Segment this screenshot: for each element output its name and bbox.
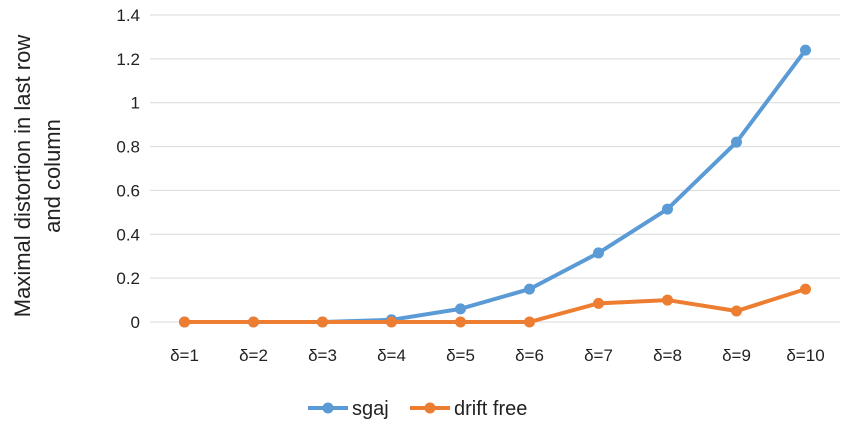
y-tick-label: 0.2 bbox=[116, 269, 140, 288]
x-tick-label: δ=1 bbox=[170, 346, 199, 365]
x-tick-label: δ=9 bbox=[722, 346, 751, 365]
data-point bbox=[662, 294, 673, 306]
y-tick-label: 1.4 bbox=[116, 6, 140, 25]
legend-label: drift free bbox=[454, 398, 527, 420]
x-tick-label: δ=8 bbox=[653, 346, 682, 365]
y-tick-label: 1 bbox=[131, 94, 140, 113]
x-tick-label: δ=10 bbox=[786, 346, 824, 365]
data-point bbox=[662, 203, 673, 215]
x-tick-label: δ=7 bbox=[584, 346, 613, 365]
data-point bbox=[524, 316, 535, 328]
y-tick-label: 0 bbox=[131, 313, 140, 332]
series-sgaj bbox=[179, 44, 811, 328]
x-tick-labels: δ=1 δ=2 δ=3 δ=4 δ=5 δ=6 δ=7 δ=8 δ=9 δ=10 bbox=[170, 346, 825, 365]
legend-label: sgaj bbox=[352, 398, 389, 420]
data-point bbox=[317, 316, 328, 328]
y-axis-label: Maximal distortion in last row and colum… bbox=[10, 35, 65, 318]
data-point bbox=[731, 136, 742, 148]
series-line bbox=[182, 48, 808, 324]
series-line bbox=[182, 287, 808, 324]
data-point bbox=[455, 303, 466, 315]
x-tick-label: δ=2 bbox=[239, 346, 268, 365]
data-point bbox=[455, 316, 466, 328]
data-point bbox=[524, 283, 535, 295]
y-axis-label-line-1: Maximal distortion in last row bbox=[10, 35, 35, 318]
legend-swatch-marker bbox=[322, 402, 334, 414]
legend-item: sgaj bbox=[308, 398, 389, 420]
data-point bbox=[800, 44, 811, 56]
x-tick-label: δ=5 bbox=[446, 346, 475, 365]
data-point bbox=[386, 316, 397, 328]
x-tick-label: δ=4 bbox=[377, 346, 406, 365]
legend-item: drift free bbox=[410, 398, 527, 420]
data-point bbox=[731, 305, 742, 317]
x-tick-label: δ=6 bbox=[515, 346, 544, 365]
series-drift-free bbox=[179, 283, 811, 328]
data-point bbox=[248, 316, 259, 328]
data-point bbox=[179, 316, 190, 328]
y-axis-label-line-2: and column bbox=[40, 119, 65, 233]
y-tick-label: 0.4 bbox=[116, 225, 140, 244]
y-tick-label: 0.6 bbox=[116, 181, 140, 200]
y-tick-label: 1.2 bbox=[116, 50, 140, 69]
data-point bbox=[800, 283, 811, 295]
series-lines bbox=[179, 44, 811, 328]
y-tick-label: 0.8 bbox=[116, 138, 140, 157]
x-tick-label: δ=3 bbox=[308, 346, 337, 365]
legend-swatch-marker bbox=[424, 402, 436, 414]
data-point bbox=[593, 297, 604, 309]
legend: sgaj drift free bbox=[308, 398, 527, 420]
y-tick-labels: 0 0.2 0.4 0.6 0.8 1 1.2 1.4 bbox=[116, 6, 140, 332]
y-gridlines bbox=[150, 14, 840, 323]
data-point bbox=[593, 247, 604, 259]
